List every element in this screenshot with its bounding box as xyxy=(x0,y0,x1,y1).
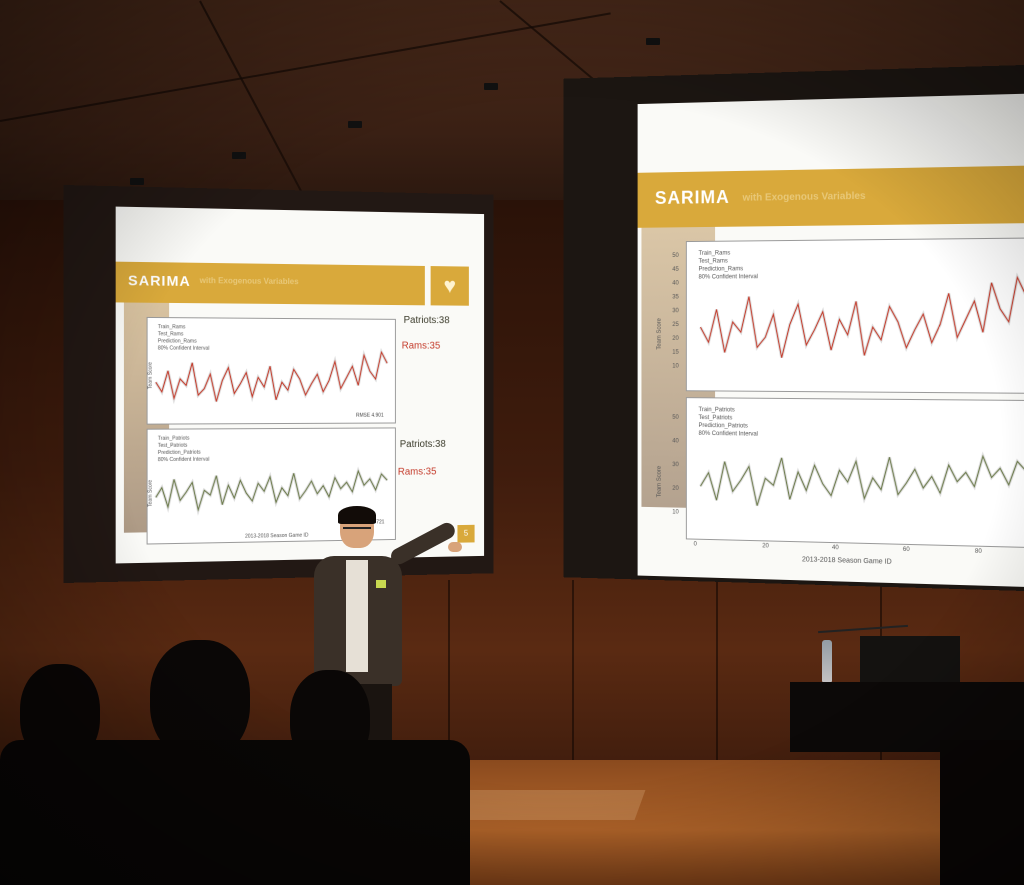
y-tick-label: 25 xyxy=(672,322,678,328)
y-tick-label: 35 xyxy=(672,294,678,300)
x-tick-label: 0 xyxy=(694,542,697,548)
y-tick-label: 40 xyxy=(672,438,678,444)
y-tick-label: 40 xyxy=(672,281,678,287)
y-tick-label: 20 xyxy=(672,336,678,342)
series-line xyxy=(156,351,387,401)
y-tick-label: 20 xyxy=(672,486,678,492)
y-tick-label: 30 xyxy=(672,308,678,314)
patriots-series-line xyxy=(687,398,1024,547)
stage-floor xyxy=(380,760,1024,885)
y-axis-label: Team Score xyxy=(657,318,663,350)
y-tick-label: 30 xyxy=(672,462,678,468)
rams-series-line xyxy=(687,239,1024,393)
name-badge xyxy=(376,580,386,588)
y-tick-label: 50 xyxy=(672,253,678,259)
podium-stand xyxy=(940,740,1024,885)
presenter-arm xyxy=(388,520,457,567)
presenter-hand xyxy=(448,542,462,552)
y-tick-labels: 50 45 40 35 30 25 20 15 10 xyxy=(638,94,1024,104)
rams-score-annotation: Rams:35 xyxy=(402,341,441,352)
slide-title-bar: SARIMA with Exogenous Variables xyxy=(116,262,425,306)
rams-chart-panel: Train_Rams Test_Rams Prediction_Rams 80%… xyxy=(686,238,1024,394)
rams-series-line xyxy=(148,318,395,424)
page-number: 5 xyxy=(457,525,474,543)
podium-monitor xyxy=(860,636,960,688)
rams-chart-panel: Train_Rams Test_Rams Prediction_Rams 80%… xyxy=(147,317,396,425)
series-line xyxy=(700,452,1024,511)
rams-score-annotation: Rams:35 xyxy=(398,467,437,478)
ceiling-beam xyxy=(0,12,611,122)
slide-title: SARIMA xyxy=(655,187,730,209)
slide-title: SARIMA xyxy=(128,272,191,289)
y-tick-labels: 50 40 30 20 10 xyxy=(638,94,1024,104)
y-tick-label: 10 xyxy=(672,364,678,370)
x-axis-label: 2013-2018 Season Game ID xyxy=(802,556,892,565)
patriots-chart-panel: Train_Patriots Test_Patriots Prediction_… xyxy=(686,397,1024,548)
heart-icon: ♥ xyxy=(431,266,469,306)
y-axis-label: Team Score xyxy=(657,466,663,498)
y-tick-label: 45 xyxy=(672,267,678,273)
ceiling-light xyxy=(348,121,362,128)
x-tick-labels: 0 20 40 60 80 xyxy=(638,94,1024,104)
right-projection-screen: SARIMA with Exogenous Variables Train_Ra… xyxy=(563,65,1024,591)
ceiling-light xyxy=(232,152,246,159)
slide-title-bar: SARIMA with Exogenous Variables xyxy=(638,166,1024,228)
presenter-hair xyxy=(338,506,376,524)
right-slide: SARIMA with Exogenous Variables Train_Ra… xyxy=(638,94,1024,587)
slide-subtitle: with Exogenous Variables xyxy=(743,191,866,204)
y-tick-label: 15 xyxy=(672,350,678,356)
water-bottle xyxy=(822,640,832,682)
confidence-band xyxy=(700,277,1024,358)
x-tick-label: 40 xyxy=(832,545,839,551)
presenter-shirt xyxy=(346,560,368,672)
y-tick-label: 50 xyxy=(672,415,678,421)
ceiling-light xyxy=(484,83,498,90)
presenter-glasses xyxy=(343,527,371,534)
slide-subtitle: with Exogenous Variables xyxy=(200,276,299,286)
x-tick-label: 80 xyxy=(975,549,982,555)
patriots-score-annotation: Patriots:38 xyxy=(400,439,446,450)
ceiling-light xyxy=(130,178,144,185)
y-tick-label: 10 xyxy=(672,509,678,515)
ceiling-light xyxy=(646,38,660,45)
audience-seats xyxy=(0,740,470,885)
x-tick-label: 20 xyxy=(762,543,769,549)
patriots-score-annotation: Patriots:38 xyxy=(404,315,450,326)
x-tick-label: 60 xyxy=(903,547,910,553)
